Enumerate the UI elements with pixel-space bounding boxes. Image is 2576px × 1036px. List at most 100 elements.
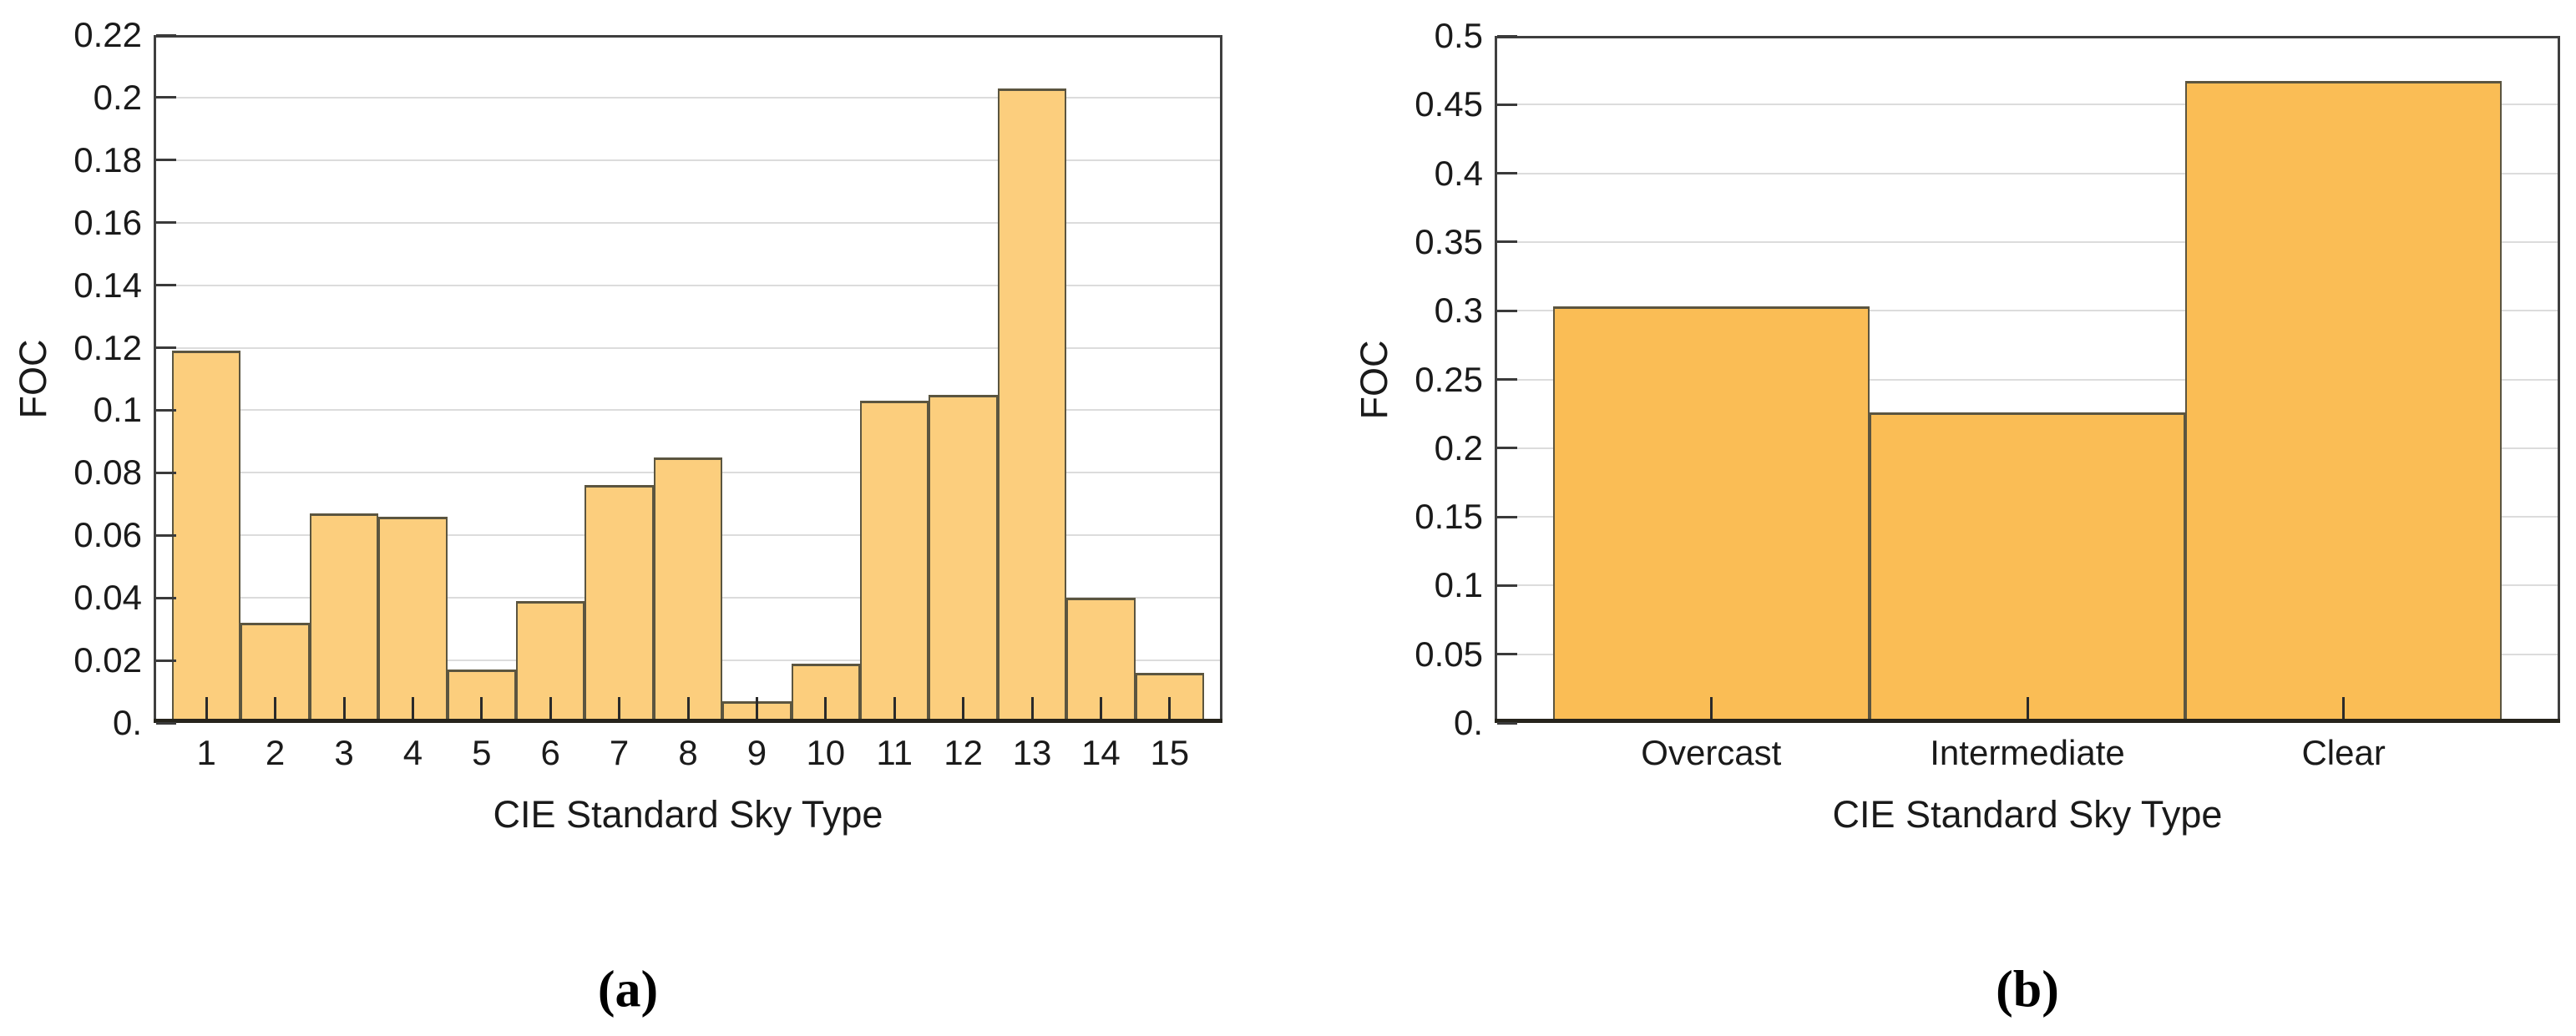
x-tick-label: 3 — [334, 733, 354, 772]
y-tick-label: 0.2 — [93, 77, 142, 117]
x-tick — [824, 697, 827, 719]
x-tick — [1168, 697, 1172, 719]
x-tick — [618, 697, 621, 719]
y-tick — [1497, 309, 1517, 312]
gridline — [154, 221, 1222, 224]
y-tick-label: 0.05 — [1415, 634, 1483, 674]
x-axis-line — [154, 719, 1222, 723]
gridline — [154, 159, 1222, 161]
y-tick-label: 0.2 — [1434, 427, 1483, 467]
bar-12 — [929, 394, 998, 723]
bar-11 — [860, 401, 929, 723]
x-tick-label: 2 — [265, 733, 286, 772]
y-tick-label: 0.4 — [1434, 153, 1483, 193]
x-tick-label: Clear — [2301, 733, 2386, 772]
y-tick-label: 0.25 — [1415, 359, 1483, 399]
gridline — [1495, 104, 2560, 106]
x-tick — [274, 697, 277, 719]
y-tick — [1497, 447, 1517, 450]
plot-frame-left — [154, 35, 156, 723]
x-tick — [411, 697, 414, 719]
bar-Intermediate — [1869, 412, 2186, 723]
x-tick-label: 13 — [1012, 733, 1052, 772]
x-tick-label: 11 — [876, 733, 913, 772]
y-tick-label: 0.12 — [73, 327, 142, 367]
plot-frame-top — [1495, 36, 2560, 38]
y-tick — [1497, 653, 1517, 656]
y-tick — [1497, 103, 1517, 106]
x-tick-label: 6 — [540, 733, 560, 772]
bar-13 — [997, 88, 1067, 723]
plot-frame-right — [2558, 36, 2560, 723]
y-tick-label: 0.06 — [73, 515, 142, 555]
y-tick — [156, 221, 176, 225]
gridline — [154, 96, 1222, 99]
x-tick — [962, 697, 965, 719]
gridline — [1495, 240, 2560, 243]
gridline — [1495, 378, 2560, 381]
y-tick — [156, 284, 176, 287]
x-tick — [1030, 697, 1034, 719]
x-tick — [1099, 697, 1102, 719]
bar-Overcast — [1553, 306, 1870, 723]
y-tick-label: 0. — [112, 703, 142, 742]
y-tick-label: 0.15 — [1415, 497, 1483, 537]
caption-b: (b) — [1996, 961, 2059, 1018]
y-tick — [1497, 240, 1517, 244]
gridline — [154, 284, 1222, 286]
x-tick-label: 5 — [472, 733, 492, 772]
x-tick — [755, 697, 758, 719]
y-tick-label: 0.1 — [93, 390, 142, 430]
y-tick — [156, 33, 176, 37]
x-axis-line — [1495, 719, 2560, 723]
gridline — [154, 346, 1222, 349]
x-tick-label: 9 — [746, 733, 767, 772]
y-tick — [156, 659, 176, 662]
y-tick — [1497, 378, 1517, 381]
y-tick-label: 0.35 — [1415, 221, 1483, 261]
x-tick — [549, 697, 552, 719]
x-tick-label: 15 — [1150, 733, 1190, 772]
gridline — [1495, 172, 2560, 174]
bar-1 — [172, 351, 241, 723]
bar-8 — [653, 457, 723, 723]
x-tick — [480, 697, 483, 719]
y-tick-label: 0.02 — [73, 640, 142, 680]
plot-frame-top — [154, 35, 1222, 38]
x-tick-label: 4 — [402, 733, 423, 772]
y-tick-label: 0.45 — [1415, 84, 1483, 124]
gridline — [154, 409, 1222, 412]
x-tick-label: Overcast — [1641, 733, 1782, 772]
y-tick-label: 0.08 — [73, 452, 142, 493]
x-tick-label: 14 — [1081, 733, 1121, 772]
y-tick-label: 0.16 — [73, 202, 142, 242]
y-tick — [156, 96, 176, 99]
x-tick-label: 8 — [678, 733, 698, 772]
y-tick — [156, 159, 176, 162]
y-tick — [156, 346, 176, 350]
y-tick-label: 0.1 — [1434, 565, 1483, 605]
y-tick — [1497, 584, 1517, 587]
x-tick-label: 1 — [196, 733, 216, 772]
y-tick-label: 0.14 — [73, 265, 142, 305]
gridline — [1495, 310, 2560, 312]
x-tick — [342, 697, 346, 719]
y-tick-label: 0. — [1453, 703, 1483, 742]
y-tick — [156, 533, 176, 537]
bar-7 — [585, 485, 654, 723]
bar-4 — [378, 516, 448, 723]
x-tick — [1709, 697, 1713, 719]
y-tick-label: 0.3 — [1434, 291, 1483, 331]
y-tick-label: 0.22 — [73, 15, 142, 54]
y-tick — [156, 408, 176, 412]
caption-a: (a) — [597, 961, 659, 1018]
y-tick-label: 0.18 — [73, 139, 142, 179]
bar-3 — [309, 513, 379, 723]
y-tick — [1497, 34, 1517, 38]
y-tick — [156, 471, 176, 474]
y-tick — [156, 596, 176, 599]
y-tick-label: 0.5 — [1434, 16, 1483, 55]
y-tick — [1497, 721, 1517, 725]
x-tick — [2026, 697, 2029, 719]
y-tick — [1497, 515, 1517, 518]
